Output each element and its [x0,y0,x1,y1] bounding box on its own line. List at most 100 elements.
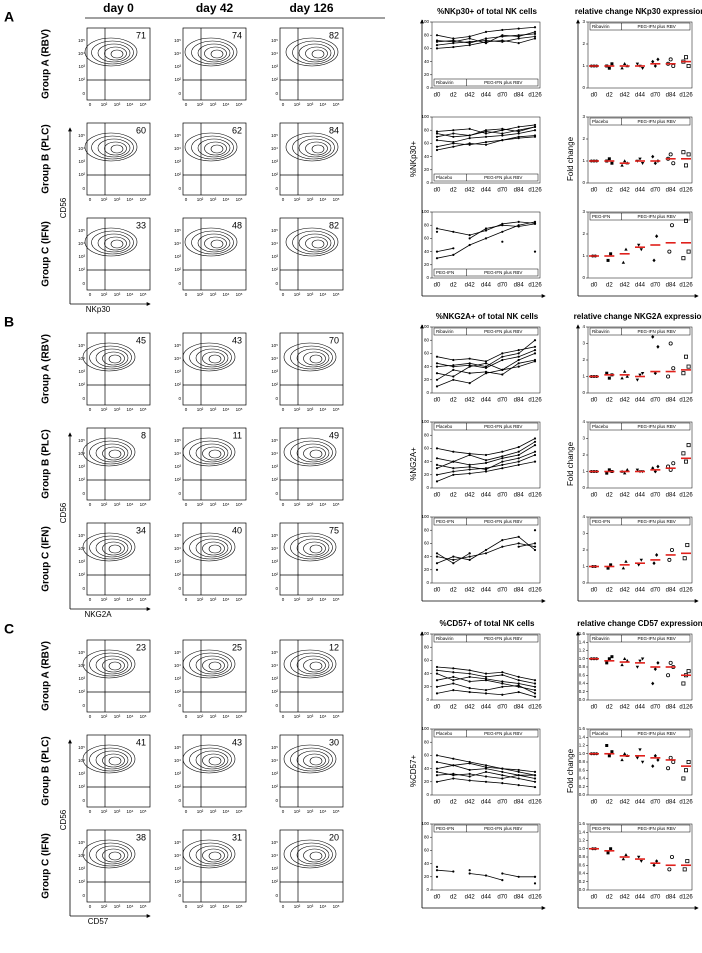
flow-y-tick: 10⁵ [174,840,181,845]
y-tick-label: 1.0 [579,656,586,661]
patient-line [436,536,536,564]
patient-line [436,771,536,783]
flow-x-tick: 10² [101,407,108,412]
fold-point [610,161,614,165]
fold-point [609,563,613,567]
flow-y-tick: 10⁵ [271,343,278,348]
flow-y-tick: 10⁴ [78,241,85,246]
flow-frame [182,829,247,903]
flow-y-tick: 0 [82,186,85,191]
y-tick-label: 4 [582,419,585,424]
phase-box [589,422,691,431]
y-tick-label: 1.0 [579,751,586,756]
fold-point [668,660,673,665]
flow-y-tick: 10⁴ [271,241,278,246]
flow-frame [182,522,247,596]
x-tick-label: d84 [514,493,525,499]
fold-point [620,163,624,167]
y-tick-label: 0.8 [579,664,586,669]
phase-label: PEG-IFN plus RBV [484,519,522,524]
flow-y-tick: 10³ [174,866,181,871]
patient-line [436,755,536,776]
flow-x-tick: 10² [101,502,108,507]
phase-label: Ribavirin [436,636,454,641]
contour [303,541,326,556]
flow-x-tick: 10⁵ [333,597,340,602]
flow-y-tick: 10⁴ [174,51,181,56]
flow-x-tick: 0 [282,714,285,719]
contour [89,345,132,370]
percent-label: 75 [329,525,339,535]
percent-label: 38 [136,832,146,842]
contour [102,753,125,768]
y-tick-label: 20 [424,377,430,382]
line-title: %NKp30+ of total NK cells [437,7,537,16]
percent-label: 48 [232,220,242,230]
flow-y-tick: 10³ [78,254,85,259]
percent-label: 34 [136,525,146,535]
contour [182,532,236,562]
flow-x-tick: 10⁵ [140,197,147,202]
x-tick-label: d44 [481,895,492,901]
fold-point [653,667,657,671]
x-tick-label: d42 [465,800,476,806]
flow-y-tick: 10² [271,689,278,694]
x-tick-label: d70 [497,895,508,901]
flow-x-tick: 10⁵ [140,809,147,814]
flow-x-tick: 10³ [210,292,217,297]
fold-point [624,559,628,563]
line-frame [431,633,541,701]
x-marker: NKG2A [84,610,112,619]
contour [309,661,323,671]
x-tick-label: d42 [465,705,476,711]
line-ylabel: %CD57+ [409,755,418,788]
contour [202,848,225,863]
y-tick-label: 40 [424,861,430,866]
y-tick-label: 60 [424,446,430,451]
flow-x-tick: 0 [185,407,188,412]
phase-label: PEG-IFN [592,519,610,524]
flow-x-tick: 10⁵ [140,407,147,412]
patient-line [436,353,536,377]
contour [110,144,124,154]
patient-line [436,36,536,46]
flow-x-tick: 10³ [114,102,121,107]
fold-point [669,548,674,553]
contour [97,43,131,63]
phase-box [589,117,691,126]
x-tick-label: d2 [606,93,613,99]
fold-point [668,755,673,760]
line-point [533,780,537,783]
x-tick-label: d2 [450,800,457,806]
fold-point [656,758,660,762]
flow-x-tick: 10² [294,597,301,602]
flow-y-tick: 10⁵ [271,745,278,750]
flow-x-tick: 10² [101,904,108,909]
flow-y-tick: 0 [82,281,85,286]
percent-label: 20 [329,832,339,842]
contour [95,348,129,368]
x-tick-label: d0 [434,800,441,806]
flow-x-tick: 0 [89,714,92,719]
percent-label: 49 [329,430,339,440]
flow-x-tick: 10⁴ [127,809,134,814]
patient-line [436,126,536,138]
y-tick-label: 80 [424,127,430,132]
fold-point [640,67,645,70]
percent-label: 60 [136,125,146,135]
phase-label: Placebo [592,424,609,429]
x-tick-label: d2 [606,493,613,499]
y-tick-label: 80 [424,739,430,744]
flow-y-tick: 10⁴ [271,758,278,763]
flow-y-tick: 10⁴ [78,356,85,361]
phase-label: PEG-IFN plus RBV [484,424,522,429]
contour [82,744,136,774]
x-tick-label: d0 [434,895,441,901]
x-tick-label: d42 [465,398,476,404]
contour [290,440,333,465]
x-tick-label: d44 [635,188,646,194]
x-tick-label: d2 [606,398,613,404]
patient-line [436,349,536,369]
contour [184,37,238,67]
contour [189,747,232,772]
